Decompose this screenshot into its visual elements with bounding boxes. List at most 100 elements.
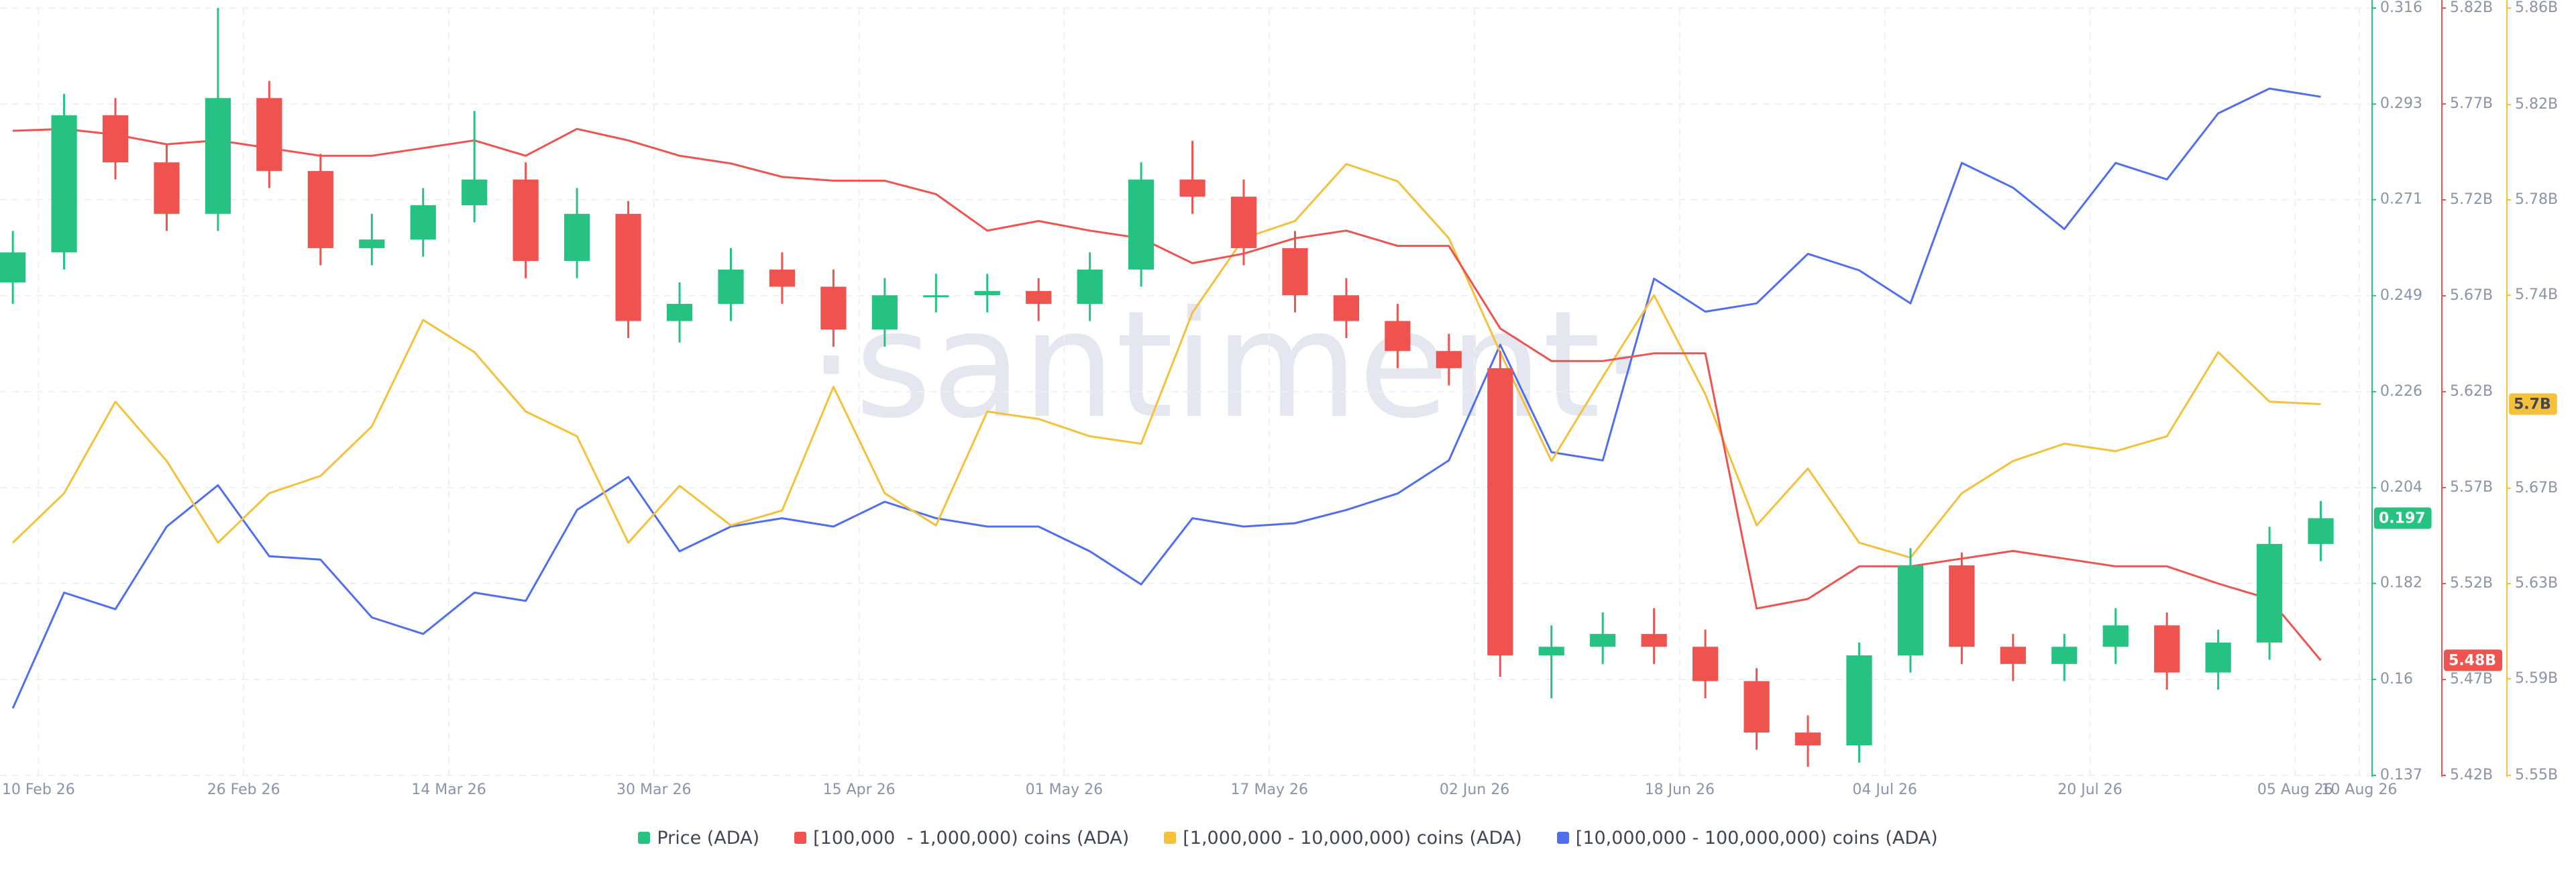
last-value-badge-bg bbox=[2509, 393, 2557, 415]
last-value-badge: 5.7B bbox=[2509, 393, 2557, 415]
candle-body bbox=[1487, 368, 1513, 656]
candle-body bbox=[718, 269, 744, 304]
y-tick-label: 0.16 bbox=[2380, 671, 2413, 688]
candle-body bbox=[256, 98, 282, 171]
x-tick-label: 18 Jun 26 bbox=[1645, 781, 1715, 798]
candle-body bbox=[666, 303, 693, 321]
y-tick-label: 5.78B bbox=[2515, 191, 2558, 208]
legend-label: [1,000,000 - 10,000,000) coins (ADA) bbox=[1183, 827, 1522, 849]
y-tick-label: 0.137 bbox=[2380, 767, 2422, 783]
candle-body bbox=[1538, 647, 1564, 656]
y-tick-label: 5.42B bbox=[2450, 767, 2493, 783]
candle-body bbox=[1692, 647, 1719, 682]
candle-body bbox=[307, 170, 333, 248]
candle-body bbox=[1385, 321, 1411, 351]
y-tick-label: 5.62B bbox=[2450, 383, 2493, 400]
candle-body bbox=[923, 295, 949, 298]
series-line bbox=[13, 127, 2322, 661]
legend-swatch bbox=[1556, 832, 1569, 844]
x-tick-label: 14 Mar 26 bbox=[411, 781, 486, 798]
candle-body bbox=[615, 213, 641, 321]
legend-swatch bbox=[1164, 832, 1177, 844]
y-tick-label: 0.182 bbox=[2380, 575, 2422, 592]
candle-body bbox=[769, 269, 796, 287]
x-tick-label: 04 Jul 26 bbox=[1852, 781, 1917, 798]
candle-body bbox=[871, 295, 898, 330]
series-line bbox=[12, 163, 2321, 559]
legend-label: Price (ADA) bbox=[657, 827, 760, 849]
candle-body bbox=[205, 98, 231, 214]
last-price-badge-text: 0.197 bbox=[2379, 510, 2426, 527]
candle-body bbox=[1436, 351, 1462, 368]
x-tick-label: 10 Aug 26 bbox=[2321, 781, 2397, 798]
x-tick-label: 05 Aug 26 bbox=[2257, 781, 2333, 798]
legend-item[interactable]: [10,000,000 - 100,000,000) coins (ADA) bbox=[1556, 827, 1938, 849]
candle-body bbox=[1333, 295, 1360, 321]
candle-body bbox=[1282, 248, 1308, 296]
watermark: ·santiment· bbox=[808, 279, 1647, 451]
x-tick-label: 26 Feb 26 bbox=[207, 781, 280, 798]
candle-body bbox=[2102, 625, 2129, 647]
last-value-badge-text: 5.48B bbox=[2449, 652, 2496, 669]
candle-body bbox=[1179, 179, 1205, 197]
y-tick-label: 0.293 bbox=[2380, 95, 2422, 112]
y-tick-label: 5.82B bbox=[2515, 96, 2558, 113]
candle-body bbox=[154, 162, 180, 214]
y-tick-label: 5.74B bbox=[2515, 286, 2558, 303]
chart: ·santiment· 10 Feb 26 26 Feb 26 14 Mar 26 3… bbox=[0, 0, 2558, 798]
y-tick-label: 0.249 bbox=[2380, 287, 2422, 304]
candle-body bbox=[51, 115, 77, 253]
candle-body bbox=[359, 239, 385, 248]
candle-body bbox=[1026, 290, 1052, 304]
candle-body bbox=[1897, 565, 1924, 656]
candle-body bbox=[1794, 732, 1821, 746]
candle-body bbox=[1128, 179, 1155, 270]
series-line bbox=[11, 87, 2321, 709]
candle-body bbox=[0, 252, 26, 283]
candle-body bbox=[1743, 681, 1770, 733]
candle-body bbox=[2154, 625, 2180, 673]
legend: Price (ADA) [100,000 - 1,000,000) coins (… bbox=[0, 822, 2576, 853]
candle-body bbox=[820, 286, 847, 330]
y-tick-label: 5.55B bbox=[2515, 767, 2558, 783]
y-tick-label: 5.72B bbox=[2450, 191, 2493, 208]
last-value-badge: 5.48B bbox=[2444, 649, 2503, 671]
candle-body bbox=[1846, 655, 1872, 746]
y-tick-label: 5.86B bbox=[2515, 0, 2558, 16]
legend-swatch bbox=[794, 832, 807, 844]
candle-body bbox=[2000, 647, 2026, 664]
x-tick-label: 02 Jun 26 bbox=[1440, 781, 1509, 798]
legend-label: [10,000,000 - 100,000,000) coins (ADA) bbox=[1575, 827, 1938, 849]
last-price-badge: 0.197 bbox=[2374, 507, 2432, 529]
candle-body bbox=[1230, 197, 1257, 248]
legend-item[interactable]: Price (ADA) bbox=[638, 828, 759, 849]
y-tick-label: 0.204 bbox=[2380, 479, 2422, 496]
y-tick-label: 5.59B bbox=[2515, 670, 2558, 687]
legend-swatch bbox=[638, 832, 651, 844]
candle-body bbox=[1590, 634, 1616, 647]
candle-body bbox=[410, 205, 436, 240]
legend-item[interactable]: [1,000,000 - 10,000,000) coins (ADA) bbox=[1164, 828, 1522, 849]
legend-label: [100,000 - 1,000,000) coins (ADA) bbox=[813, 827, 1130, 849]
legend-item[interactable]: [100,000 - 1,000,000) coins (ADA) bbox=[794, 828, 1129, 849]
x-tick-label: 30 Mar 26 bbox=[616, 781, 691, 798]
candle-body bbox=[513, 179, 539, 262]
last-price-badge-bg bbox=[2374, 507, 2432, 529]
y-tick-label: 0.271 bbox=[2380, 191, 2422, 208]
y-tick-label: 5.63B bbox=[2515, 575, 2558, 592]
y-tick-label: 5.82B bbox=[2450, 0, 2493, 16]
y-tick-label: 0.316 bbox=[2380, 0, 2422, 16]
y-tick-label: 5.57B bbox=[2450, 479, 2493, 496]
candle-body bbox=[102, 115, 129, 163]
y-tick-label: 5.67B bbox=[2515, 480, 2558, 496]
candle-body bbox=[2308, 518, 2334, 544]
x-tick-label: 15 Apr 26 bbox=[823, 781, 896, 798]
candle-body bbox=[564, 213, 590, 262]
candle-body bbox=[974, 290, 1000, 296]
candle-body bbox=[2205, 642, 2231, 673]
x-tick-label: 10 Feb 26 bbox=[2, 781, 75, 798]
y-tick-label: 5.52B bbox=[2450, 575, 2493, 592]
y-tick-label: 5.47B bbox=[2450, 671, 2493, 688]
candle-body bbox=[1949, 565, 1975, 647]
